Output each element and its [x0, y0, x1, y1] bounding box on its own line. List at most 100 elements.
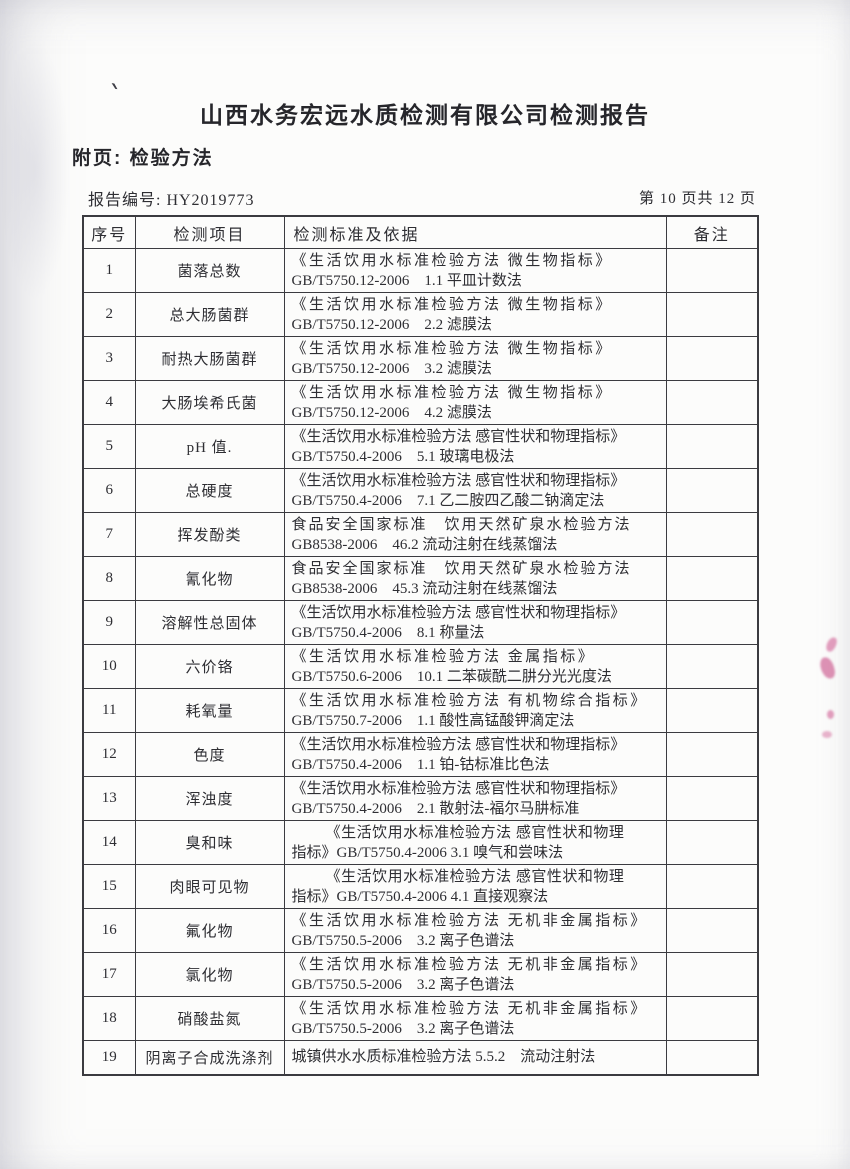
- method-line: 《生活饮用水标准检验方法 微生物指标》: [291, 384, 613, 401]
- method-line: 《生活饮用水标准检验方法 无机非金属指标》: [291, 912, 648, 929]
- row-remark-cell: [665, 952, 759, 997]
- table-row: 5 pH 值. 《生活饮用水标准检验方法 感官性状和物理指标》 GB/T5750.4-…: [82, 424, 759, 469]
- table-row: 18 硝酸盐氮 《生活饮用水标准检验方法 无机非金属指标》 GB/T5750.5-20…: [82, 996, 759, 1041]
- row-seq-cell: 19: [82, 1040, 136, 1075]
- row-seq-cell: 17: [82, 952, 136, 997]
- row-method-cell: 《生活饮用水标准检验方法 微生物指标》 GB/T5750.12-2006 2.2 …: [283, 292, 667, 337]
- row-method-cell: 食品安全国家标准 饮用天然矿泉水检验方法 GB8538-2006 46.2 流动注…: [283, 512, 667, 557]
- method-line: 《生活饮用水标准检验方法 无机非金属指标》: [291, 1000, 648, 1017]
- row-method-cell: 《生活饮用水标准检验方法 感官性状和物理 指标》GB/T5750.4-2006 4…: [283, 864, 667, 909]
- row-seq-cell: 18: [82, 996, 136, 1041]
- row-remark-cell: [665, 512, 759, 557]
- method-line: 城镇供水水质标准检验方法 5.5.2 流动注射法: [291, 1049, 596, 1066]
- method-line: 《生活饮用水标准检验方法 微生物指标》: [291, 296, 613, 313]
- method-line: 《生活饮用水标准检验方法 感官性状和物理指标》: [291, 428, 626, 445]
- row-method-cell: 《生活饮用水标准检验方法 感官性状和物理指标》GB/T5750.4-2006 3…: [283, 820, 667, 865]
- row-item-cell: 六价铬: [134, 644, 285, 689]
- row-method-cell: 《生活饮用水标准检验方法 感官性状和物理指标》 GB/T5750.4-2006 7…: [283, 468, 667, 513]
- method-line: 《生活饮用水标准检验方法 微生物指标》: [291, 252, 613, 269]
- row-seq-cell: 7: [82, 512, 136, 557]
- table-row: 8 氰化物 食品安全国家标准 饮用天然矿泉水检验方法 GB8538-2006 45.3…: [82, 556, 759, 601]
- table-row: 1 菌落总数 《生活饮用水标准检验方法 微生物指标》 GB/T5750.12-2006…: [82, 248, 759, 293]
- row-remark-cell: [665, 644, 759, 689]
- scan-smudge: [0, 40, 70, 300]
- method-line: 《生活饮用水标准检验方法 感官性状和物理: [325, 868, 625, 885]
- ink-bleed-mark: [818, 655, 837, 681]
- ink-bleed-mark: [822, 731, 832, 738]
- row-item-cell: 硝酸盐氮: [134, 996, 285, 1041]
- row-item-cell: 耗氧量: [134, 688, 285, 733]
- row-seq-cell: 11: [82, 688, 136, 733]
- table-row: 11 耗氧量 《生活饮用水标准检验方法 有机物综合指标》 GB/T5750.7-200…: [82, 688, 759, 733]
- method-line: 《生活饮用水标准检验方法 金属指标》: [291, 648, 596, 665]
- table-header-row: 序号 检测项目 检测标准及依据 备注: [82, 215, 759, 249]
- method-line: 食品安全国家标准 饮用天然矿泉水检验方法: [291, 560, 632, 577]
- row-item-cell: 氯化物: [134, 952, 285, 997]
- method-line: GB/T5750.12-2006 4.2 滤膜法: [291, 404, 492, 421]
- method-line: GB/T5750.5-2006 3.2 离子色谱法: [291, 976, 515, 993]
- row-method-cell: 《生活饮用水标准检验方法 金属指标》 GB/T5750.6-2006 10.1 二…: [283, 644, 667, 689]
- table-row: 3 耐热大肠菌群 《生活饮用水标准检验方法 微生物指标》 GB/T5750.12-20…: [82, 336, 759, 381]
- method-line: GB/T5750.4-2006 2.1 散射法-福尔马肼标准: [291, 800, 580, 817]
- row-seq-cell: 16: [82, 908, 136, 953]
- row-item-cell: 溶解性总固体: [134, 600, 285, 645]
- method-line: GB/T5750.12-2006 1.1 平皿计数法: [291, 272, 522, 289]
- table-row: 19 阴离子合成洗涤剂 城镇供水水质标准检验方法 5.5.2 流动注射法: [82, 1040, 759, 1075]
- table-row: 16 氟化物 《生活饮用水标准检验方法 无机非金属指标》 GB/T5750.5-200…: [82, 908, 759, 953]
- method-line: GB8538-2006 45.3 流动注射在线蒸馏法: [291, 580, 558, 597]
- row-seq-cell: 5: [82, 424, 136, 469]
- method-line: 《生活饮用水标准检验方法 感官性状和物理指标》: [291, 736, 626, 753]
- row-item-cell: 氟化物: [134, 908, 285, 953]
- row-remark-cell: [665, 336, 759, 381]
- table-row: 13 浑浊度 《生活饮用水标准检验方法 感官性状和物理指标》 GB/T5750.4-2…: [82, 776, 759, 821]
- table-row: 2 总大肠菌群 《生活饮用水标准检验方法 微生物指标》 GB/T5750.12-200…: [82, 292, 759, 337]
- row-method-cell: 《生活饮用水标准检验方法 微生物指标》 GB/T5750.12-2006 4.2 …: [283, 380, 667, 425]
- methods-table: 序号 检测项目 检测标准及依据 备注 1 菌落总数 《生活饮用水标准检验方法 微生物…: [82, 215, 759, 1076]
- row-method-cell: 《生活饮用水标准检验方法 感官性状和物理指标》 GB/T5750.4-2006 8…: [283, 600, 667, 645]
- row-item-cell: 肉眼可见物: [134, 864, 285, 909]
- row-seq-cell: 6: [82, 468, 136, 513]
- row-item-cell: 菌落总数: [134, 248, 285, 293]
- header-item: 检测项目: [134, 215, 285, 249]
- row-seq-cell: 9: [82, 600, 136, 645]
- table-row: 4 大肠埃希氏菌 《生活饮用水标准检验方法 微生物指标》 GB/T5750.12-20…: [82, 380, 759, 425]
- ink-bleed-mark: [827, 710, 834, 719]
- row-seq-cell: 12: [82, 732, 136, 777]
- row-method-cell: 城镇供水水质标准检验方法 5.5.2 流动注射法: [283, 1040, 667, 1075]
- row-seq-cell: 13: [82, 776, 136, 821]
- row-item-cell: 耐热大肠菌群: [134, 336, 285, 381]
- method-line: 《生活饮用水标准检验方法 感官性状和物理: [325, 824, 625, 841]
- header-seq: 序号: [82, 215, 136, 249]
- method-line: 指标》GB/T5750.4-2006 3.1 嗅气和尝味法: [291, 844, 564, 861]
- method-line: GB/T5750.12-2006 2.2 滤膜法: [291, 316, 492, 333]
- row-remark-cell: [665, 468, 759, 513]
- row-seq-cell: 4: [82, 380, 136, 425]
- row-item-cell: 挥发酚类: [134, 512, 285, 557]
- table-row: 6 总硬度 《生活饮用水标准检验方法 感官性状和物理指标》 GB/T5750.4-20…: [82, 468, 759, 513]
- row-remark-cell: [665, 820, 759, 865]
- method-line: GB/T5750.4-2006 5.1 玻璃电极法: [291, 448, 515, 465]
- row-remark-cell: [665, 424, 759, 469]
- method-line: 《生活饮用水标准检验方法 无机非金属指标》: [291, 956, 648, 973]
- row-item-cell: 大肠埃希氏菌: [134, 380, 285, 425]
- row-item-cell: 阴离子合成洗涤剂: [134, 1040, 285, 1075]
- method-line: GB/T5750.4-2006 7.1 乙二胺四乙酸二钠滴定法: [291, 492, 605, 509]
- method-line: GB/T5750.12-2006 3.2 滤膜法: [291, 360, 492, 377]
- row-item-cell: 总大肠菌群: [134, 292, 285, 337]
- row-item-cell: 氰化物: [134, 556, 285, 601]
- method-line: GB8538-2006 46.2 流动注射在线蒸馏法: [291, 536, 558, 553]
- method-line: 《生活饮用水标准检验方法 感官性状和物理指标》: [291, 780, 626, 797]
- row-remark-cell: [665, 248, 759, 293]
- row-seq-cell: 14: [82, 820, 136, 865]
- row-seq-cell: 2: [82, 292, 136, 337]
- page-title: 山西水务宏远水质检测有限公司检测报告: [200, 102, 650, 128]
- method-line: 《生活饮用水标准检验方法 有机物综合指标》: [291, 692, 648, 709]
- table-row: 9 溶解性总固体 《生活饮用水标准检验方法 感官性状和物理指标》 GB/T5750.4…: [82, 600, 759, 645]
- row-method-cell: 食品安全国家标准 饮用天然矿泉水检验方法 GB8538-2006 45.3 流动注…: [283, 556, 667, 601]
- page-indicator: 第 10 页共 12 页: [638, 191, 756, 207]
- row-remark-cell: [665, 688, 759, 733]
- section-heading: 附页: 检验方法: [72, 148, 214, 169]
- row-seq-cell: 3: [82, 336, 136, 381]
- report-number: 报告编号: HY2019773: [88, 192, 255, 209]
